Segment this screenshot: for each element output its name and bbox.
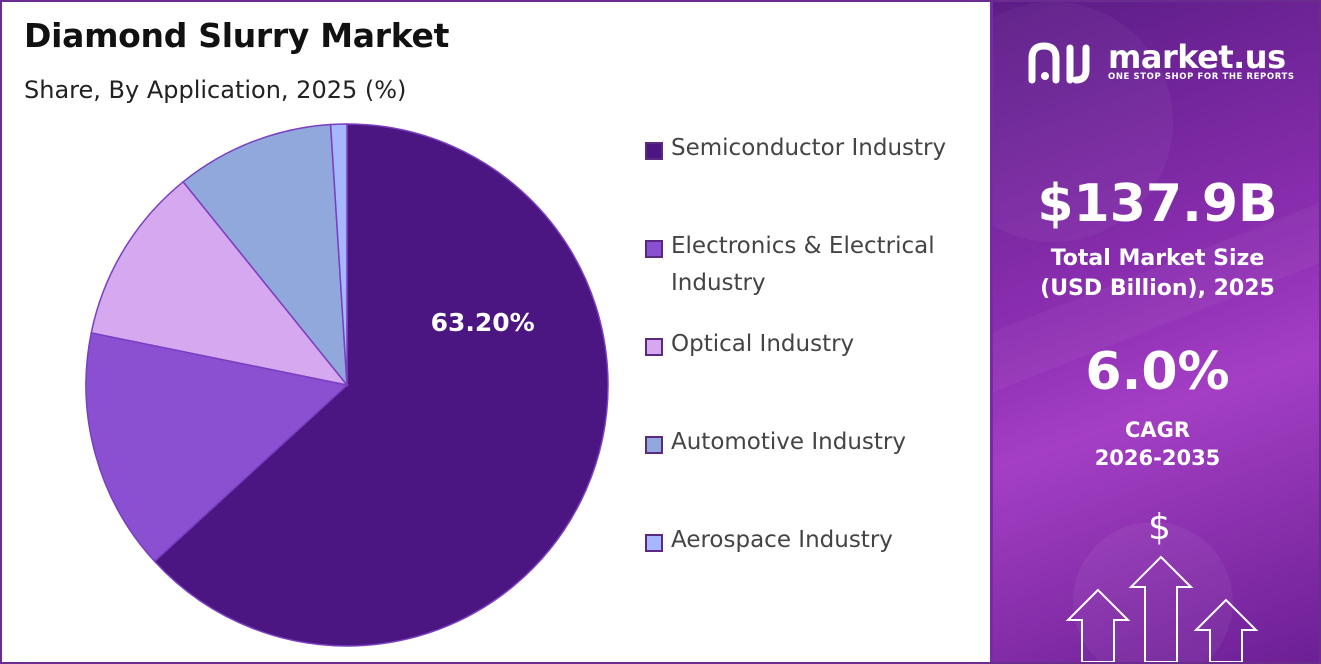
market-us-logo: market.us ONE STOP SHOP FOR THE REPORTS [1028,38,1298,88]
legend-label: Optical Industry [671,331,855,357]
pie-slice-semiconductor [153,123,609,647]
legend-swatch-aerospace [645,534,663,552]
growth-arrows-icon [1065,555,1259,662]
market-us-logo-icon [1028,42,1090,84]
legend-swatch-automotive [645,436,663,454]
market-size-value: $137.9B [1037,174,1278,234]
stats-sidebar: market.us ONE STOP SHOP FOR THE REPORTS … [990,2,1319,662]
brand-tagline: ONE STOP SHOP FOR THE REPORTS [1108,72,1295,82]
legend-label: Automotive Industry [671,429,906,455]
data-label-semiconductor: 63.20% [431,308,535,337]
chart-title: Diamond Slurry Market [24,16,450,55]
legend-label: Semiconductor Industry [671,135,947,161]
pie-chart: 63.20% [85,123,609,647]
legend-label-continued: Industry [671,270,766,296]
cagr-period: 2026-2035 [1094,446,1221,470]
pie-slice-automotive [182,123,348,388]
brand-name: market.us [1108,38,1286,76]
chart-subtitle: Share, By Application, 2025 (%) [24,76,407,104]
cagr-value: 6.0% [1085,342,1230,402]
pie-slice-aerospace [329,123,348,386]
pie-slice-optical [90,180,349,387]
chart-panel: Diamond Slurry Market Share, By Applicat… [2,2,990,662]
dollar-icon: $ [1148,507,1171,548]
market-size-label-year: (USD Billion), 2025 [1040,276,1275,301]
market-size-label: Total Market Size [1050,246,1265,271]
legend-swatch-electronics [645,240,663,258]
legend-label: Aerospace Industry [671,527,893,553]
legend-swatch-optical [645,338,663,356]
legend-label: Electronics & Electrical [671,233,935,259]
pie-slice-electronics [85,331,349,563]
cagr-label: CAGR [1124,418,1191,442]
legend-swatch-semiconductor [645,142,663,160]
